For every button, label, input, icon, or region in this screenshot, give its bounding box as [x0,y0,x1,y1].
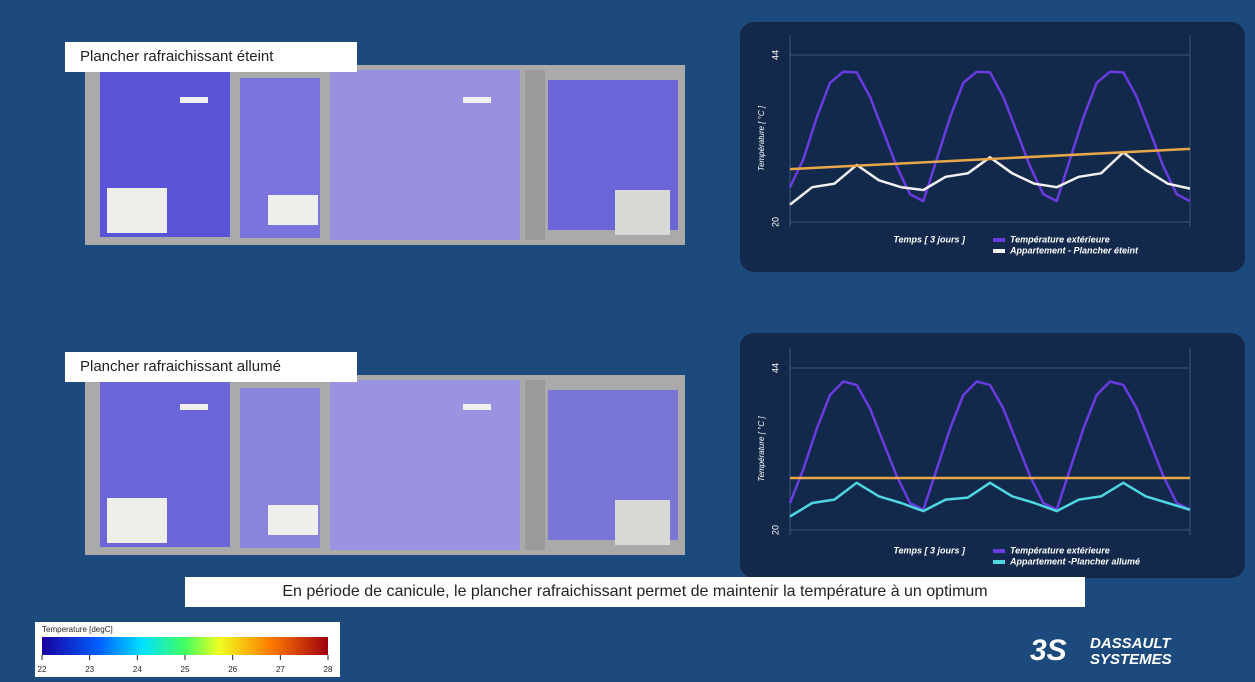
caption-box [185,577,1085,607]
caption: En période de canicule, le plancher rafr… [282,583,987,600]
x-axis-label: Temps [ 3 jours ] [893,234,966,244]
chart-panel [740,333,1245,578]
series-line [788,380,1191,512]
colorbar-tick-label: 25 [181,665,190,674]
y-tick-label: 44 [770,50,780,60]
colorbar-title: Temperature [degC] [42,625,113,634]
legend-entry: Appartement - Plancher éteint [1009,245,1139,255]
y-tick-label: 20 [770,525,780,535]
logo-text: DASSAULT [1090,635,1172,652]
label-box [65,42,357,72]
colorbar-tick-label: 22 [38,665,47,674]
series-line [789,481,1191,518]
label-box [65,352,357,382]
colorbar-tick-label: 28 [324,665,333,674]
legend-entry: Température extérieure [1010,545,1110,555]
y-axis-label: Température [ °C ] [757,416,766,482]
colorbar-tick-label: 27 [276,665,285,674]
legend-entry: Température extérieure [1010,234,1110,244]
colorbar-tick-label: 23 [85,665,94,674]
colorbar-tick-label: 26 [228,665,237,674]
y-axis-label: Température [ °C ] [757,105,766,171]
series-line [789,147,1191,171]
panel-label: Plancher rafraichissant allumé [80,358,281,375]
logo: 3S DASSAULT SYSTEMES [1030,634,1172,668]
svg-text:3S: 3S [1030,634,1067,667]
y-tick-label: 20 [770,217,780,227]
scene-bottom [85,375,685,555]
colorbar [42,637,328,655]
scene-top [85,65,685,245]
chart-panel [740,22,1245,272]
legend-entry: Appartement -Plancher allumé [1009,556,1140,566]
panel-label: Plancher rafraichissant éteint [80,48,274,65]
x-axis-label: Temps [ 3 jours ] [893,545,966,555]
series-line [788,70,1191,203]
logo-text: SYSTEMES [1090,651,1172,668]
y-tick-label: 44 [770,363,780,373]
colorbar-tick-label: 24 [133,665,142,674]
